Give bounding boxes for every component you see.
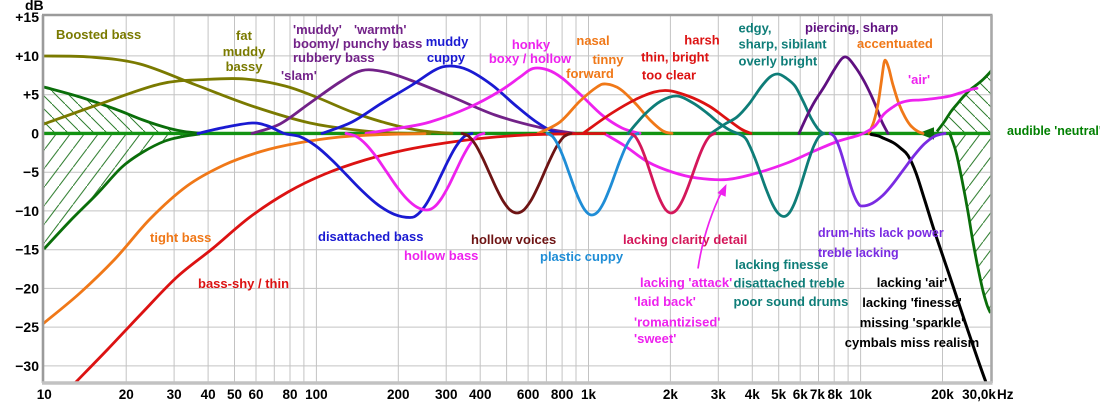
svg-text:missing 'sparkle': missing 'sparkle' bbox=[860, 315, 964, 330]
svg-text:dB: dB bbox=[25, 0, 44, 13]
svg-text:30: 30 bbox=[167, 387, 182, 402]
svg-text:2k: 2k bbox=[663, 387, 679, 402]
svg-text:tinny: tinny bbox=[592, 52, 624, 67]
svg-text:−15: −15 bbox=[15, 242, 39, 258]
svg-text:200: 200 bbox=[387, 387, 410, 402]
svg-text:80: 80 bbox=[283, 387, 298, 402]
svg-text:20: 20 bbox=[119, 387, 134, 402]
svg-text:0: 0 bbox=[31, 125, 39, 141]
svg-text:−10: −10 bbox=[15, 203, 39, 219]
svg-text:bassy: bassy bbox=[226, 59, 264, 74]
svg-text:'romantizised': 'romantizised' bbox=[634, 315, 720, 330]
svg-text:honky: honky bbox=[512, 37, 551, 52]
svg-text:30,0k: 30,0k bbox=[962, 387, 996, 402]
svg-text:muddy: muddy bbox=[426, 34, 469, 49]
svg-text:'sweet': 'sweet' bbox=[634, 331, 676, 346]
svg-text:overly bright: overly bright bbox=[739, 54, 818, 69]
svg-text:tight bass: tight bass bbox=[150, 230, 211, 245]
svg-text:10k: 10k bbox=[849, 387, 872, 402]
svg-text:drum-hits lack power: drum-hits lack power bbox=[818, 226, 944, 240]
svg-text:hollow bass: hollow bass bbox=[404, 248, 478, 263]
svg-text:cymbals miss realism: cymbals miss realism bbox=[845, 335, 979, 350]
svg-text:boxy / hollow: boxy / hollow bbox=[489, 51, 572, 66]
svg-text:poor sound drums: poor sound drums bbox=[734, 294, 849, 309]
svg-text:treble lacking: treble lacking bbox=[818, 246, 899, 260]
svg-text:100: 100 bbox=[305, 387, 328, 402]
svg-text:'laid back': 'laid back' bbox=[634, 294, 696, 309]
svg-text:rubbery bass: rubbery bass bbox=[293, 50, 375, 65]
svg-text:6k: 6k bbox=[793, 387, 809, 402]
svg-text:edgy,: edgy, bbox=[739, 21, 772, 36]
svg-text:accentuated: accentuated bbox=[857, 36, 933, 51]
svg-text:Boosted bass: Boosted bass bbox=[56, 27, 141, 42]
svg-text:Hz: Hz bbox=[997, 387, 1014, 402]
svg-text:−5: −5 bbox=[23, 164, 39, 180]
svg-text:300: 300 bbox=[435, 387, 458, 402]
svg-text:'air': 'air' bbox=[908, 72, 930, 87]
svg-text:5k: 5k bbox=[771, 387, 787, 402]
svg-text:boomy/ punchy bass: boomy/ punchy bass bbox=[293, 36, 422, 51]
svg-text:lacking 'attack': lacking 'attack' bbox=[640, 275, 732, 290]
svg-text:cuppy: cuppy bbox=[427, 50, 466, 65]
svg-text:muddy: muddy bbox=[223, 44, 266, 59]
svg-text:'muddy': 'muddy' bbox=[293, 22, 342, 37]
svg-text:disattached treble: disattached treble bbox=[734, 276, 845, 291]
svg-text:fat: fat bbox=[236, 28, 253, 43]
svg-text:plastic cuppy: plastic cuppy bbox=[540, 249, 624, 264]
svg-text:+10: +10 bbox=[15, 48, 39, 64]
svg-text:thin, bright: thin, bright bbox=[641, 50, 710, 65]
svg-text:60: 60 bbox=[249, 387, 264, 402]
svg-text:hollow voices: hollow voices bbox=[471, 232, 556, 247]
svg-text:8k: 8k bbox=[828, 387, 844, 402]
svg-text:bass-shy / thin: bass-shy / thin bbox=[198, 276, 289, 291]
svg-text:−20: −20 bbox=[15, 280, 39, 296]
svg-text:600: 600 bbox=[517, 387, 540, 402]
svg-text:lacking finesse: lacking finesse bbox=[735, 257, 828, 272]
svg-text:harsh: harsh bbox=[684, 33, 719, 48]
svg-text:disattached bass: disattached bass bbox=[318, 229, 424, 244]
svg-text:10: 10 bbox=[37, 387, 52, 402]
svg-text:+15: +15 bbox=[15, 9, 39, 25]
svg-text:'warmth': 'warmth' bbox=[354, 22, 406, 37]
svg-text:lacking 'air': lacking 'air' bbox=[877, 275, 948, 290]
svg-text:400: 400 bbox=[469, 387, 492, 402]
svg-text:−30: −30 bbox=[15, 358, 39, 374]
svg-text:50: 50 bbox=[227, 387, 242, 402]
svg-text:nasal: nasal bbox=[576, 33, 609, 48]
svg-text:1k: 1k bbox=[581, 387, 597, 402]
svg-text:piercing, sharp: piercing, sharp bbox=[805, 20, 898, 35]
svg-text:too clear: too clear bbox=[642, 68, 696, 83]
svg-text:3k: 3k bbox=[711, 387, 727, 402]
svg-text:7k: 7k bbox=[810, 387, 826, 402]
svg-text:−25: −25 bbox=[15, 319, 39, 335]
svg-text:forward: forward bbox=[566, 66, 614, 81]
svg-text:4k: 4k bbox=[745, 387, 761, 402]
svg-text:lacking 'finesse': lacking 'finesse' bbox=[862, 295, 961, 310]
svg-text:20k: 20k bbox=[931, 387, 954, 402]
svg-text:audible 'neutral': audible 'neutral' bbox=[1007, 124, 1100, 138]
svg-text:'slam': 'slam' bbox=[281, 68, 317, 83]
svg-text:+5: +5 bbox=[23, 87, 39, 103]
svg-text:800: 800 bbox=[551, 387, 574, 402]
svg-text:lacking clarity detail: lacking clarity detail bbox=[623, 232, 747, 247]
svg-text:40: 40 bbox=[201, 387, 216, 402]
svg-text:sharp, sibilant: sharp, sibilant bbox=[739, 37, 828, 52]
